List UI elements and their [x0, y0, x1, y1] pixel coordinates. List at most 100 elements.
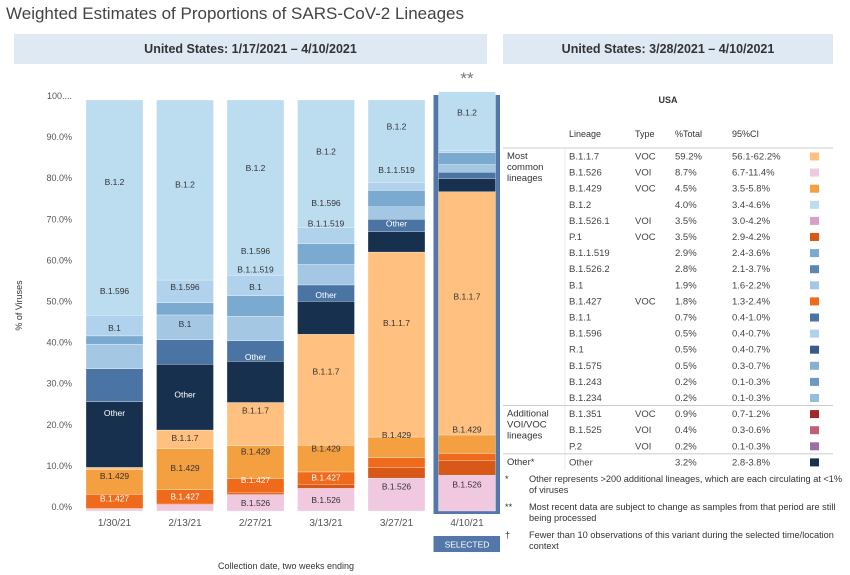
table-cell: 3.5-5.8% — [732, 184, 771, 195]
bar-segment[interactable] — [438, 460, 496, 476]
bar-segment[interactable] — [367, 251, 426, 438]
table-cell: 3.4-4.6% — [732, 200, 771, 211]
table-cell: B.1.234 — [569, 393, 602, 404]
table-cell: 59.2% — [675, 152, 702, 163]
lineage-color-swatch — [810, 152, 819, 161]
bar-segment[interactable] — [226, 316, 285, 341]
footnote-symbol: ** — [505, 502, 513, 512]
bar-segment[interactable] — [297, 445, 355, 473]
bar-segment[interactable] — [226, 492, 285, 495]
bar-segment[interactable] — [367, 99, 426, 183]
bar-segment[interactable] — [438, 150, 496, 153]
segment-label: B.1 — [249, 282, 262, 292]
bar-segment[interactable] — [156, 339, 214, 365]
table-cell: 0.2% — [675, 393, 697, 404]
bar-segment[interactable] — [226, 445, 285, 479]
segment-label: B.1.1.519 — [378, 165, 415, 175]
table-cell: B.1.429 — [569, 184, 602, 195]
bar-segment[interactable] — [156, 314, 214, 340]
lineage-color-swatch — [810, 394, 819, 402]
table-group-label: lineages — [507, 173, 543, 184]
y-tick-label: 70.0% — [46, 214, 72, 224]
bar-segment[interactable] — [438, 91, 496, 151]
bar-segment[interactable] — [438, 434, 496, 454]
lineage-color-swatch — [810, 442, 819, 451]
table-cell: Other — [569, 457, 593, 468]
bar-segment[interactable] — [85, 335, 144, 345]
bar-segment[interactable] — [438, 475, 496, 512]
bar-segment[interactable] — [367, 467, 426, 479]
bar-segment[interactable] — [367, 190, 426, 208]
table-cell: VOC — [635, 152, 656, 163]
bar-segment[interactable] — [85, 343, 144, 369]
bar-segment[interactable] — [156, 302, 214, 316]
bar-segment[interactable] — [297, 334, 355, 446]
table-cell: 0.2% — [675, 441, 697, 452]
segment-label: B.1.1.519 — [237, 264, 274, 274]
bar-segment[interactable] — [85, 508, 144, 512]
segment-label: B.1.429 — [382, 430, 412, 440]
segment-label: B.1.596 — [100, 286, 130, 296]
bar-segment[interactable] — [226, 361, 285, 403]
bar-segment[interactable] — [438, 453, 496, 462]
selected-badge[interactable] — [433, 536, 501, 552]
bar-segment[interactable] — [156, 364, 214, 431]
segment-label: B.1.1.7 — [242, 405, 269, 415]
table-cell: 0.2% — [675, 377, 697, 388]
bar-segment[interactable] — [438, 178, 496, 192]
bar-segment[interactable] — [85, 467, 144, 470]
table-cell: 0.9% — [675, 409, 697, 420]
bar-segment[interactable] — [85, 99, 144, 316]
lineage-color-swatch — [810, 458, 819, 467]
lineage-color-swatch — [810, 313, 819, 322]
bar-segment[interactable] — [367, 457, 426, 468]
lineage-color-swatch — [810, 265, 819, 274]
bar-segment[interactable] — [297, 99, 355, 228]
y-tick-label: 50.0% — [46, 297, 72, 307]
bar-segment[interactable] — [297, 227, 355, 245]
bar-segment[interactable] — [85, 401, 144, 468]
bar-segment[interactable] — [367, 477, 426, 512]
bar-segment[interactable] — [367, 231, 426, 253]
bar-segment[interactable] — [226, 402, 285, 446]
table-cell: P.1 — [569, 232, 582, 243]
segment-label: Other — [245, 352, 266, 362]
x-axis-title: Collection date, two weeks ending — [218, 561, 354, 571]
bar-segment[interactable] — [438, 152, 496, 165]
lineage-color-swatch — [810, 361, 819, 370]
segment-label: Other — [174, 390, 195, 400]
bar-segment[interactable] — [297, 301, 355, 335]
lineage-color-swatch — [810, 168, 819, 177]
bar-segment[interactable] — [226, 295, 285, 317]
bar-segment[interactable] — [297, 243, 355, 265]
segment-label: B.1.427 — [311, 472, 341, 482]
x-tick-label: 2/13/21 — [168, 518, 202, 529]
table-cell: VOI — [635, 425, 651, 436]
footnote: † Fewer than 10 observations of this vari… — [503, 530, 843, 552]
left-panel-header: United States: 1/17/2021 – 4/10/2021 — [14, 34, 487, 64]
bar-segment[interactable] — [438, 191, 496, 436]
preliminary-marker: ** — [460, 69, 474, 88]
lineage-color-swatch — [810, 233, 819, 241]
bar-segment[interactable] — [297, 264, 355, 286]
bar-segment[interactable] — [438, 172, 496, 179]
table-cell: VOI — [635, 168, 651, 179]
bar-segment[interactable] — [156, 99, 214, 281]
lineage-color-swatch — [810, 281, 819, 290]
bar-segment[interactable] — [85, 469, 144, 495]
table-group-label: Additional — [507, 409, 549, 420]
bar-segment[interactable] — [367, 182, 426, 191]
bar-segment[interactable] — [297, 484, 355, 489]
bar-segment[interactable] — [85, 368, 144, 402]
bar-segment[interactable] — [438, 164, 496, 173]
segment-label: B.1.1.7 — [454, 291, 481, 301]
table-cell: B.1.526 — [569, 168, 602, 179]
table-column-header: Lineage — [569, 129, 601, 139]
bar-segment[interactable] — [367, 436, 426, 458]
segment-label: B.1.2 — [105, 177, 125, 187]
bar-segment[interactable] — [226, 99, 285, 276]
table-cell: 0.7% — [675, 313, 697, 324]
bar-segment[interactable] — [156, 448, 214, 490]
bar-segment[interactable] — [156, 504, 214, 512]
